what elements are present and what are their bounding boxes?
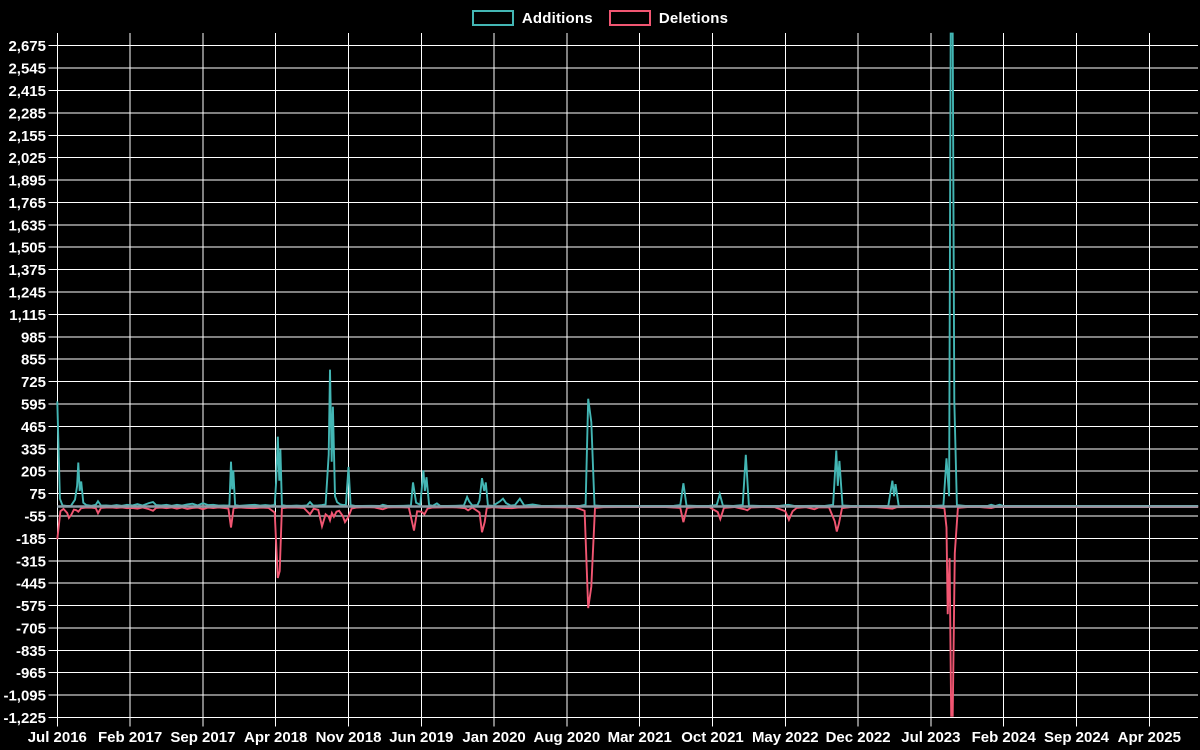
axis-labels: 2,675 2,545 2,415 2,285 2,155 2,025 1,895 1,765…	[3, 38, 1181, 746]
y-axis-label: 725	[21, 374, 46, 391]
x-axis-label: Sep 2017	[170, 729, 235, 746]
x-axis-label: Mar 2021	[608, 729, 672, 746]
x-axis-label: Oct 2021	[681, 729, 744, 746]
x-axis-label: Aug 2020	[534, 729, 601, 746]
x-axis-label: Nov 2018	[316, 729, 382, 746]
legend-item-deletions[interactable]: Deletions	[608, 9, 729, 27]
y-axis-label: 2,025	[8, 150, 46, 167]
y-axis-label: -965	[16, 665, 46, 682]
y-axis-label: 1,115	[9, 307, 46, 324]
y-axis-label: 595	[21, 397, 46, 414]
y-axis-label: 465	[21, 419, 46, 436]
legend-label-deletions: Deletions	[658, 9, 729, 27]
y-axis-label: -55	[24, 508, 46, 525]
legend-label-additions: Additions	[521, 9, 593, 27]
y-axis-label: 2,155	[8, 128, 46, 145]
x-axis-label: Sep 2024	[1044, 729, 1110, 746]
y-axis-label: 75	[29, 486, 46, 503]
x-axis-label: Jul 2016	[28, 729, 87, 746]
additions-swatch-icon	[471, 10, 514, 26]
y-axis-label: -445	[16, 576, 46, 593]
x-axis-label: Jan 2020	[462, 729, 525, 746]
y-axis-label: 205	[21, 464, 46, 481]
y-axis-label: -835	[16, 643, 46, 660]
y-axis-label: 985	[21, 329, 46, 346]
x-axis-label: Dec 2022	[826, 729, 891, 746]
y-axis-label: 1,895	[8, 173, 46, 190]
x-axis-label: Feb 2024	[972, 729, 1037, 746]
legend-item-additions[interactable]: Additions	[471, 9, 593, 27]
y-axis-label: -1,225	[3, 710, 46, 727]
x-axis-label: Apr 2025	[1118, 729, 1181, 746]
deletions-swatch-icon	[608, 10, 651, 26]
x-axis-label: Feb 2017	[98, 729, 162, 746]
y-axis-label: 1,505	[8, 240, 46, 257]
gridlines	[48, 33, 1198, 727]
y-axis-label: 2,415	[8, 83, 46, 100]
y-axis-label: 2,285	[8, 105, 46, 122]
y-axis-label: 2,545	[8, 61, 46, 78]
x-axis-label: Jun 2019	[389, 729, 453, 746]
y-axis-label: 1,245	[8, 285, 46, 302]
y-axis-label: 2,675	[8, 38, 46, 55]
x-axis-label: Apr 2018	[244, 729, 307, 746]
y-axis-label: -705	[16, 620, 46, 637]
y-axis-label: 1,765	[8, 195, 46, 212]
y-axis-label: 1,635	[8, 217, 46, 234]
x-axis-label: May 2022	[752, 729, 819, 746]
y-axis-label: -1,095	[3, 688, 46, 705]
y-axis-label: -315	[16, 553, 46, 570]
y-axis-label: 335	[21, 441, 46, 458]
chart-legend: Additions Deletions	[0, 8, 1200, 28]
x-axis-label: Jul 2023	[901, 729, 960, 746]
y-axis-label: -185	[16, 531, 46, 548]
y-axis-label: 855	[21, 352, 46, 369]
y-axis-label: -575	[16, 598, 46, 615]
y-axis-label: 1,375	[8, 262, 46, 279]
